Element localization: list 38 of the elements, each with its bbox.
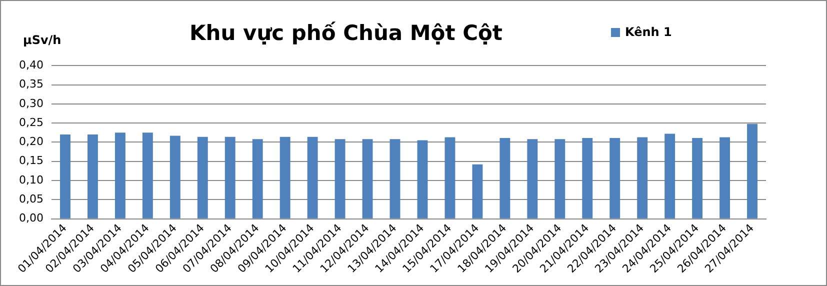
bar [280,136,290,218]
bar [637,137,648,218]
bar [417,140,428,218]
bar [500,138,510,218]
bar [142,132,153,218]
chart-title: Khu vực phố Chùa Một Cột [190,21,502,45]
bar [60,134,70,218]
bar [114,132,126,218]
bar [527,139,538,218]
bar [582,138,593,218]
bar [472,164,483,218]
bar [334,139,346,218]
y-tick-label: 0,35 [18,78,44,91]
y-tick-label: 0,25 [18,116,44,129]
bar [390,139,400,218]
y-axis-title: µSv/h [23,33,62,47]
y-tick-label: 0,15 [18,154,44,168]
bar [307,136,318,218]
bar [444,137,456,218]
bar [224,136,236,218]
bar [692,138,703,218]
y-tick-label: 0,10 [18,173,44,186]
y-tick-label: 0,00 [18,212,44,225]
y-tick-label: 0,40 [18,58,44,72]
bar [610,138,620,218]
y-tick-label: 0,20 [18,135,44,148]
y-tick-label: 0,30 [18,96,44,110]
bar [252,139,263,218]
y-tick-label: 0,05 [18,192,44,206]
bar [747,124,758,218]
bar [362,139,373,218]
bar [170,136,180,218]
legend-label: Kênh 1 [625,25,672,39]
bar [197,136,208,218]
bar [87,134,98,218]
bar [554,139,566,218]
bar [720,137,730,218]
bar [664,134,676,218]
